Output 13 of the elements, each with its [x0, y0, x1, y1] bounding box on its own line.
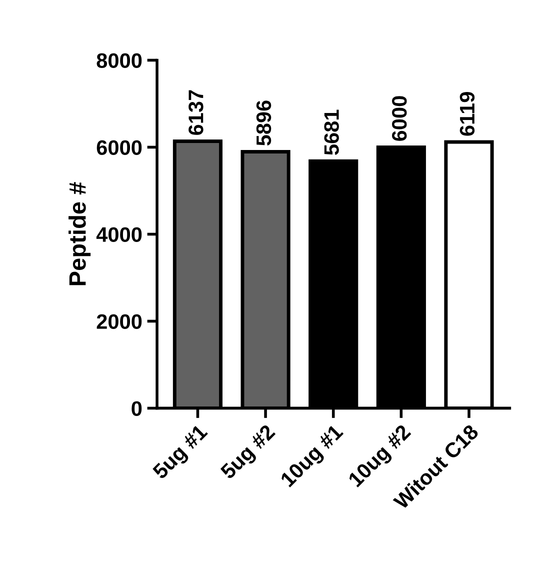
y-axis-title: Peptide #	[68, 182, 91, 286]
y-tick-label: 6000	[96, 140, 142, 155]
y-tick-label: 4000	[96, 227, 142, 242]
y-tick-label: 8000	[96, 53, 142, 68]
data-label: 5896	[256, 100, 272, 146]
data-label: 6137	[188, 90, 204, 135]
data-label: 6000	[392, 96, 407, 141]
data-label: 5681	[324, 110, 339, 155]
data-label: 6119	[460, 92, 475, 136]
x-tick-label: 5ug #1	[152, 424, 212, 483]
x-tick-label: 5ug #2	[220, 424, 279, 483]
y-tick-label: 0	[132, 401, 142, 416]
y-tick-label: 2000	[96, 314, 142, 329]
